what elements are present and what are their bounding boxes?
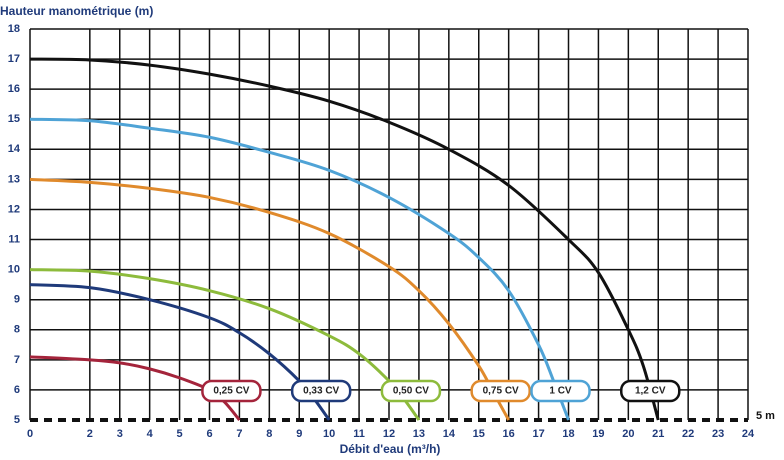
y-axis-label: Hauteur manométrique (m) <box>0 4 153 18</box>
y-tick-label: 7 <box>14 354 20 366</box>
series-label: 1 CV <box>549 386 572 397</box>
y-tick-label: 13 <box>8 173 20 185</box>
x-tick-label: 5 <box>177 428 183 440</box>
y-tick-label: 17 <box>8 53 20 65</box>
x-tick-label: 15 <box>473 428 485 440</box>
series-label: 1,2 CV <box>635 386 666 397</box>
y-tick-label: 11 <box>8 233 20 245</box>
series-label-box <box>470 379 531 403</box>
x-tick-label: 22 <box>682 428 694 440</box>
series-label: 0,25 CV <box>213 386 249 397</box>
x-tick-label: 16 <box>503 428 515 440</box>
x-tick-label: 9 <box>296 428 302 440</box>
x-tick-label: 7 <box>236 428 242 440</box>
y-tick-label: 14 <box>8 143 21 155</box>
y-tick-label: 18 <box>8 23 20 35</box>
series-label-box <box>530 379 591 403</box>
y-tick-label: 16 <box>8 83 20 95</box>
x-tick-label: 4 <box>147 428 154 440</box>
x-tick-label: 17 <box>532 428 544 440</box>
y-tick-label: 5 <box>14 414 20 426</box>
series-label-box <box>620 379 681 403</box>
x-tick-label: 10 <box>323 428 335 440</box>
x-tick-label: 2 <box>87 428 93 440</box>
x-tick-label: 24 <box>742 428 755 440</box>
x-tick-label: 13 <box>413 428 425 440</box>
reference-label: 5 m <box>756 410 775 422</box>
x-tick-label: 8 <box>266 428 272 440</box>
series-label-box <box>201 379 262 403</box>
series-label: 0,33 CV <box>303 386 339 397</box>
x-tick-label: 18 <box>562 428 574 440</box>
x-tick-label: 14 <box>443 428 456 440</box>
series-label: 0,75 CV <box>483 386 519 397</box>
curve <box>29 117 570 421</box>
x-tick-label: 6 <box>206 428 212 440</box>
y-tick-label: 6 <box>14 384 20 396</box>
curve <box>29 57 660 421</box>
y-tick-label: 15 <box>8 113 20 125</box>
series-label: 0,50 CV <box>393 386 429 397</box>
x-tick-label: 3 <box>117 428 123 440</box>
y-tick-label: 10 <box>8 264 20 276</box>
x-tick-label: 20 <box>622 428 634 440</box>
x-tick-label: 21 <box>652 428 664 440</box>
x-tick-label: 11 <box>353 428 365 440</box>
series-label-box <box>380 379 442 403</box>
y-tick-label: 9 <box>14 294 20 306</box>
x-axis-label: Débit d'eau (m³/h) <box>340 442 441 456</box>
x-tick-label: 23 <box>712 428 724 440</box>
curve <box>29 177 510 421</box>
x-tick-label: 19 <box>592 428 604 440</box>
x-tick-label: 0 <box>27 428 33 440</box>
series-label-box <box>290 379 352 403</box>
y-tick-label: 12 <box>8 203 20 215</box>
y-tick-label: 8 <box>14 324 20 336</box>
x-tick-label: 12 <box>383 428 395 440</box>
